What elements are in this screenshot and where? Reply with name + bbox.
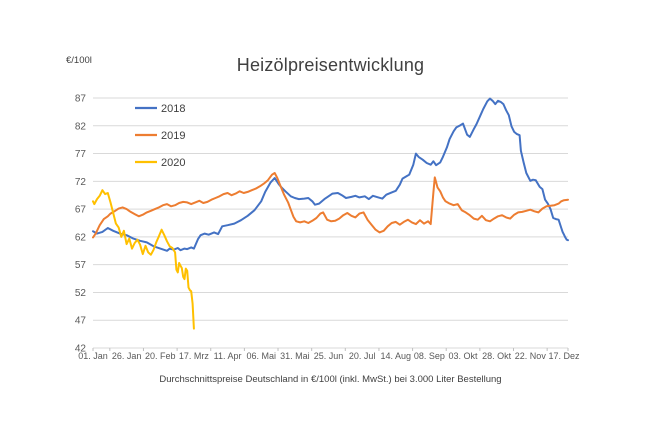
series-line-2020 <box>92 189 195 330</box>
x-axis-tick-label: 01. Jan <box>78 351 108 361</box>
y-axis-tick-label: 52 <box>75 288 87 299</box>
x-axis-tick-label: 17. Mrz <box>179 351 210 361</box>
x-axis-tick-label: 20. Feb <box>145 351 176 361</box>
y-axis-tick-label: 77 <box>75 149 87 160</box>
y-axis-tick-label: 47 <box>75 316 87 327</box>
chart-title: Heizölpreisentwicklung <box>236 55 425 75</box>
chart-footnote: Durchschnittspreise Deutschland in €/100… <box>159 374 502 385</box>
y-axis-tick-label: 72 <box>75 177 87 188</box>
y-axis-tick-label: 42 <box>75 344 87 355</box>
y-axis-tick-label: 57 <box>75 260 87 271</box>
series-line-2019 <box>92 172 569 239</box>
series-line-2018 <box>92 97 569 252</box>
legend-label-2020: 2020 <box>161 157 185 169</box>
y-axis-tick-label: 62 <box>75 232 87 243</box>
x-axis-tick-label: 08. Sep <box>414 351 445 361</box>
x-axis-tick-label: 20. Jul <box>349 351 376 361</box>
x-axis-tick-label: 25. Jun <box>314 351 344 361</box>
x-axis-tick-label: 11. Apr <box>214 351 242 361</box>
x-axis-tick-label: 31. Mai <box>280 351 310 361</box>
x-axis-tick-label: 14. Aug <box>380 351 411 361</box>
x-axis-tick-label: 06. Mai <box>246 351 276 361</box>
x-axis-tick-label: 22. Nov <box>515 351 547 361</box>
y-axis-unit-label: €/100l <box>66 55 92 66</box>
x-axis-tick-label: 28. Okt <box>482 351 512 361</box>
legend-label-2018: 2018 <box>161 103 185 115</box>
x-axis-tick-label: 03. Okt <box>449 351 479 361</box>
x-axis-tick-label: 26. Jan <box>112 351 142 361</box>
y-axis-tick-label: 82 <box>75 121 87 132</box>
legend-label-2019: 2019 <box>161 130 185 142</box>
x-axis-tick-label: 17. Dez <box>548 351 580 361</box>
y-axis-tick-label: 87 <box>75 94 87 105</box>
y-axis-tick-label: 67 <box>75 205 87 216</box>
